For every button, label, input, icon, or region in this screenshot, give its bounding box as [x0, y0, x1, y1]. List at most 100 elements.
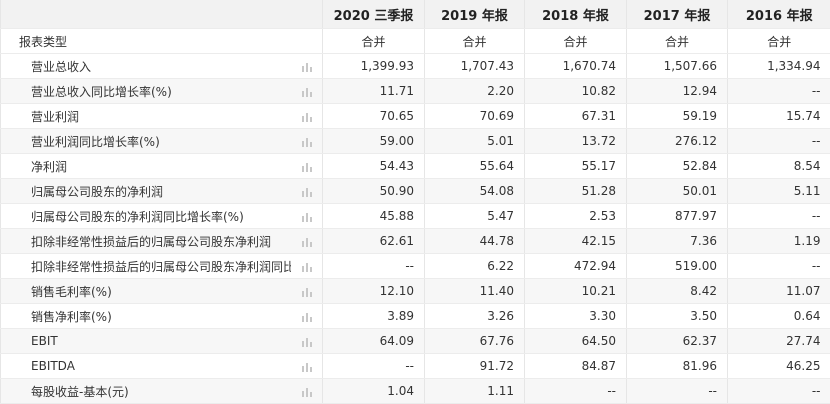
row-label-text: EBIT [31, 334, 58, 349]
cell: 13.72 [524, 128, 627, 154]
table-row: EBIT 64.09 67.76 64.50 62.37 27.74 [0, 328, 830, 354]
cell: 67.31 [524, 103, 627, 129]
row-label-text: EBITDA [31, 359, 75, 374]
column-header: 2018 年报 [524, 0, 627, 29]
cell: 10.21 [524, 278, 627, 304]
chart-icon[interactable] [301, 311, 313, 322]
chart-icon[interactable] [301, 186, 313, 197]
row-label: 销售毛利率(%) [0, 278, 323, 304]
column-header: 2019 年报 [424, 0, 525, 29]
cell: 62.61 [322, 228, 425, 254]
cell: -- [322, 253, 425, 279]
row-label-text: 每股收益-基本(元) [31, 384, 129, 399]
row-label: 净利润 [0, 153, 323, 179]
cell: 1,670.74 [524, 53, 627, 79]
cell: 合并 [524, 28, 627, 54]
row-label-text: 报表类型 [19, 34, 68, 49]
cell: 54.43 [322, 153, 425, 179]
chart-icon[interactable] [301, 286, 313, 297]
table-row: 销售毛利率(%) 12.10 11.40 10.21 8.42 11.07 [0, 278, 830, 304]
chart-icon[interactable] [301, 236, 313, 247]
cell: 12.10 [322, 278, 425, 304]
table-body: 报表类型 合并 合并 合并 合并 合并 营业总收入 1,399.93 1,707.43 1,670… [0, 28, 830, 404]
cell: 42.15 [524, 228, 627, 254]
cell: -- [524, 378, 627, 404]
column-header: 2020 三季报 [322, 0, 425, 29]
cell: -- [626, 378, 728, 404]
table-row: 营业总收入 1,399.93 1,707.43 1,670.74 1,507.66 1,3… [0, 53, 830, 79]
cell: 8.54 [727, 153, 830, 179]
cell: 51.28 [524, 178, 627, 204]
cell: 3.89 [322, 303, 425, 329]
header-row: 2020 三季报 2019 年报 2018 年报 2017 年报 2016 年报 [0, 0, 830, 29]
chart-icon[interactable] [301, 111, 313, 122]
cell: 1,707.43 [424, 53, 525, 79]
chart-icon[interactable] [301, 261, 313, 272]
table-row: 报表类型 合并 合并 合并 合并 合并 [0, 28, 830, 54]
cell: 5.11 [727, 178, 830, 204]
row-label-text: 净利润 [31, 159, 68, 174]
cell: 1,507.66 [626, 53, 728, 79]
cell: 合并 [626, 28, 728, 54]
cell: 84.87 [524, 353, 627, 379]
cell: -- [322, 353, 425, 379]
row-label-text: 营业总收入 [31, 59, 92, 74]
column-header: 2017 年报 [626, 0, 728, 29]
header-blank [0, 0, 323, 29]
chart-icon[interactable] [301, 61, 313, 72]
table-row: 扣除非经常性损益后的归属母公司股东净利润同比增长率(%)--6.22472.94… [0, 253, 830, 279]
table-row: 净利润 54.43 55.64 55.17 52.84 8.54 [0, 153, 830, 179]
row-label-text: 归属母公司股东的净利润 [31, 184, 164, 199]
chart-icon[interactable] [301, 386, 313, 397]
row-label: 归属母公司股东的净利润 [0, 178, 323, 204]
cell: -- [727, 203, 830, 229]
cell: 55.17 [524, 153, 627, 179]
cell: 64.50 [524, 328, 627, 354]
row-label: 营业总收入 [0, 53, 323, 79]
cell: 81.96 [626, 353, 728, 379]
cell: 877.97 [626, 203, 728, 229]
chart-icon[interactable] [301, 136, 313, 147]
cell: 64.09 [322, 328, 425, 354]
cell: 54.08 [424, 178, 525, 204]
chart-icon[interactable] [301, 161, 313, 172]
cell: 11.07 [727, 278, 830, 304]
row-label-text: 营业总收入同比增长率(%) [31, 84, 172, 99]
row-label: 销售净利率(%) [0, 303, 323, 329]
row-label: 营业利润同比增长率(%) [0, 128, 323, 154]
cell: 44.78 [424, 228, 525, 254]
cell: 11.40 [424, 278, 525, 304]
cell: 8.42 [626, 278, 728, 304]
cell: -- [727, 253, 830, 279]
row-label-text: 营业利润同比增长率(%) [31, 134, 160, 149]
table-row: 营业总收入同比增长率(%) 11.71 2.20 10.82 12.94 -- [0, 78, 830, 104]
cell: 1.04 [322, 378, 425, 404]
table-row: 归属母公司股东的净利润同比增长率(%) 45.88 5.47 2.53 877.97 -- [0, 203, 830, 229]
row-label: 营业总收入同比增长率(%) [0, 78, 323, 104]
table-row: 每股收益-基本(元) 1.04 1.11 -- -- -- [0, 378, 830, 404]
cell: 59.19 [626, 103, 728, 129]
chart-icon[interactable] [301, 211, 313, 222]
row-label-text: 销售净利率(%) [31, 309, 112, 324]
cell: 2.53 [524, 203, 627, 229]
cell: 70.69 [424, 103, 525, 129]
chart-icon[interactable] [301, 336, 313, 347]
cell: 1.11 [424, 378, 525, 404]
row-label-text: 扣除非经常性损益后的归属母公司股东净利润 [31, 234, 272, 249]
cell: 67.76 [424, 328, 525, 354]
cell: 15.74 [727, 103, 830, 129]
cell: 合并 [424, 28, 525, 54]
row-label-text: 归属母公司股东的净利润同比增长率(%) [31, 209, 244, 224]
chart-icon[interactable] [301, 361, 313, 372]
cell: 46.25 [727, 353, 830, 379]
table-row: 销售净利率(%) 3.89 3.26 3.30 3.50 0.64 [0, 303, 830, 329]
row-label: 营业利润 [0, 103, 323, 129]
column-header: 2016 年报 [727, 0, 830, 29]
row-label-text: 营业利润 [31, 109, 80, 124]
cell: -- [727, 128, 830, 154]
cell: 519.00 [626, 253, 728, 279]
row-label: 扣除非经常性损益后的归属母公司股东净利润 [0, 228, 323, 254]
chart-icon[interactable] [301, 86, 313, 97]
